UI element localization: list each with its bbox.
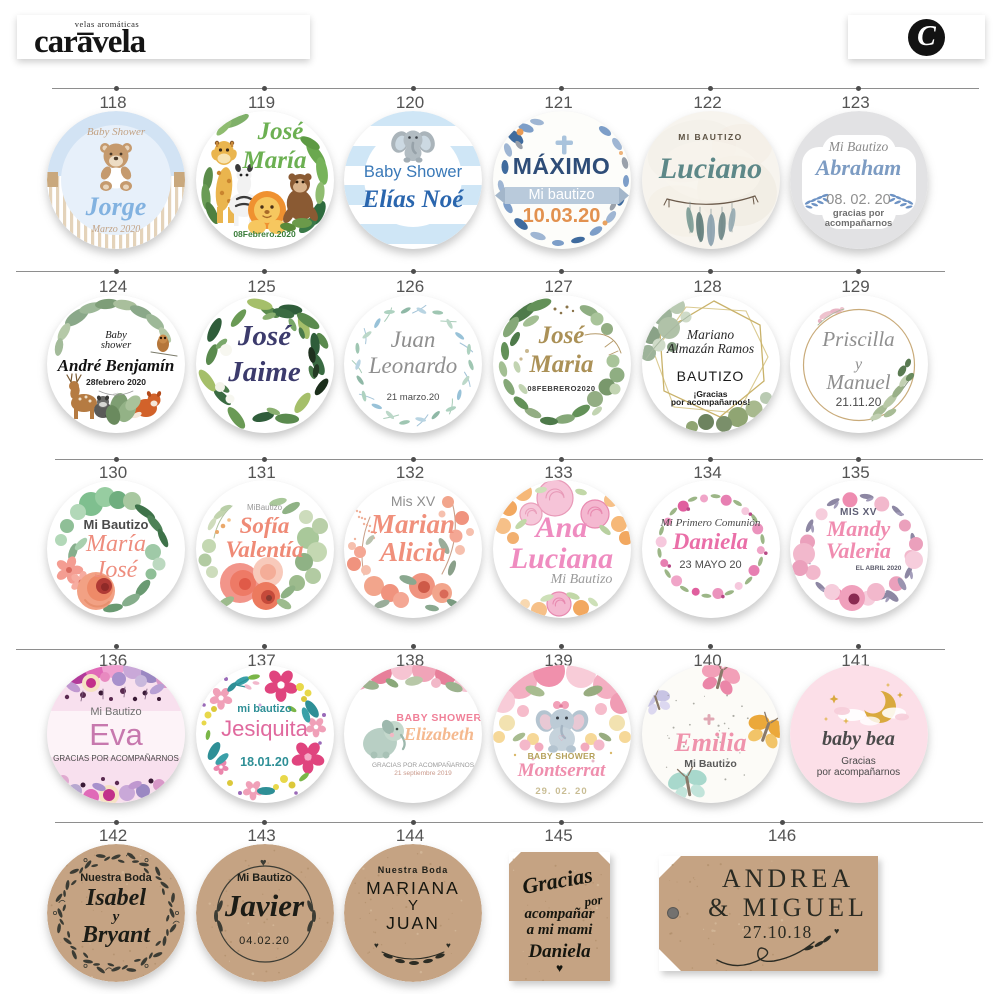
svg-text:♥: ♥ (834, 926, 839, 936)
svg-text:♥: ♥ (374, 941, 379, 950)
svg-text:♡: ♡ (558, 734, 565, 743)
svg-text:♥: ♥ (260, 857, 267, 869)
svg-text:♡: ♡ (113, 392, 119, 400)
svg-text:♥: ♥ (446, 941, 451, 950)
